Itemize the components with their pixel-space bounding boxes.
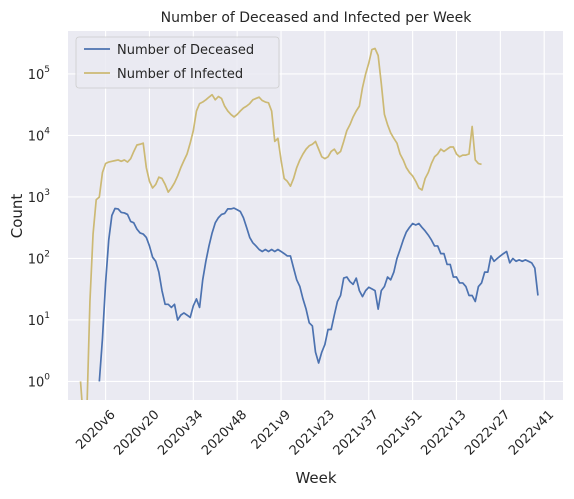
y-tick-label: 105: [28, 65, 50, 83]
legend: Number of Deceased Number of Infected: [75, 36, 280, 89]
y-tick-label: 100: [28, 372, 51, 390]
y-tick-label: 103: [28, 188, 50, 206]
series-line-number-of-deceased: [98, 207, 539, 382]
legend-label-number-of-infected: Number of Infected: [117, 67, 243, 82]
x-axis-label: Week: [295, 469, 336, 487]
chart-title: Number of Deceased and Infected per Week: [161, 10, 473, 26]
legend-box: [75, 36, 280, 89]
series-layer: [79, 47, 539, 400]
y-tick-label: 102: [28, 249, 50, 267]
y-axis-label: Count: [8, 194, 26, 239]
y-tick-label: 101: [28, 311, 50, 329]
y-tick-label: 104: [28, 126, 51, 144]
y-axis-ticks: 100 101 102 103 104 105: [28, 65, 51, 391]
plot-area: [68, 31, 563, 400]
series-line-number-of-infected: [79, 47, 482, 400]
legend-label-number-of-deceased: Number of Deceased: [117, 43, 254, 58]
